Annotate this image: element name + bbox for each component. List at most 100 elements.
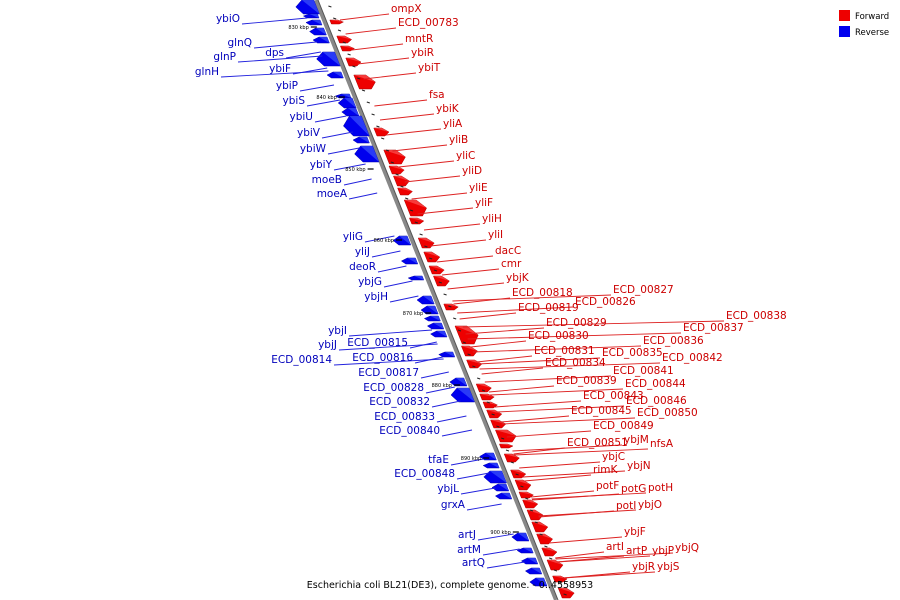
reverse-gene-label[interactable]: ECD_00815	[347, 337, 408, 349]
forward-gene-label[interactable]: ECD_00835	[602, 347, 663, 359]
feature-highlight	[535, 578, 547, 586]
reverse-gene-label[interactable]: ybiO	[216, 13, 240, 25]
reverse-gene-label[interactable]: yliJ	[355, 246, 370, 258]
forward-gene-label[interactable]: ECD_00839	[556, 375, 617, 387]
forward-gene-label[interactable]: ECD_00827	[613, 284, 674, 296]
forward-gene-label[interactable]: yliI	[488, 229, 503, 241]
forward-gene-label[interactable]: ybjP	[652, 545, 674, 557]
forward-gene-label[interactable]: ybjC	[602, 451, 625, 463]
reverse-gene-label[interactable]: glnH	[195, 66, 219, 78]
forward-gene-label[interactable]: artI	[606, 541, 624, 553]
forward-gene-label[interactable]: ECD_00846	[626, 395, 687, 407]
feature-highlight	[399, 236, 411, 245]
reverse-gene-label[interactable]: ECD_00814	[271, 354, 332, 366]
forward-gene-label[interactable]: yliC	[456, 150, 475, 162]
reverse-gene-label[interactable]: tfaE	[428, 454, 449, 466]
forward-gene-label[interactable]: ECD_00842	[662, 352, 723, 364]
forward-gene-label[interactable]: ECD_00831	[534, 345, 595, 357]
reverse-gene-label[interactable]: ECD_00817	[358, 367, 419, 379]
reverse-gene-label[interactable]: ECD_00840	[379, 425, 440, 437]
forward-gene-label[interactable]: ybiT	[418, 62, 441, 74]
leader-line	[436, 255, 494, 263]
forward-gene-label[interactable]: potG	[621, 483, 646, 495]
reverse-gene-label[interactable]: moeA	[317, 188, 348, 200]
reverse-gene-label[interactable]: glnQ	[227, 37, 252, 49]
forward-gene-label[interactable]: yliA	[443, 118, 463, 130]
forward-gene-label[interactable]: yliB	[449, 134, 468, 146]
kbp-tick-label: 890 kbp	[461, 456, 481, 462]
reverse-gene-label[interactable]: ybiU	[290, 111, 313, 123]
forward-gene-label[interactable]: ybjQ	[675, 542, 699, 554]
forward-gene-label[interactable]: yliH	[482, 213, 502, 225]
reverse-gene-label[interactable]: ybiF	[269, 63, 291, 75]
forward-gene-label[interactable]: yliF	[475, 197, 493, 209]
forward-gene-label[interactable]: ECD_00829	[546, 317, 607, 329]
forward-gene-label[interactable]: yliD	[462, 165, 482, 177]
forward-gene-label[interactable]: ECD_00844	[625, 378, 686, 390]
reverse-gene-label[interactable]: ECD_00833	[374, 411, 435, 423]
forward-gene-label[interactable]: ECD_00826	[575, 296, 636, 308]
forward-gene-label[interactable]: ybjF	[624, 526, 646, 538]
leader-line	[466, 503, 502, 511]
forward-gene-label[interactable]: ybjS	[657, 561, 680, 573]
forward-gene-label[interactable]: artP	[626, 545, 647, 557]
reverse-gene-label[interactable]: ybjL	[437, 483, 459, 495]
forward-gene-label[interactable]: potH	[648, 482, 673, 494]
reverse-gene-label[interactable]: ECD_00816	[352, 352, 413, 364]
forward-gene-label[interactable]: ECD_00838	[726, 310, 787, 322]
reverse-gene-label[interactable]: deoR	[349, 261, 376, 273]
forward-gene-label[interactable]: fsa	[429, 89, 445, 101]
forward-gene-label[interactable]: ECD_00834	[545, 357, 606, 369]
reverse-gene-label[interactable]: glnP	[213, 51, 236, 63]
reverse-gene-label[interactable]: ybjH	[364, 291, 388, 303]
forward-gene-label[interactable]: ECD_00849	[593, 420, 654, 432]
forward-gene-label[interactable]: ECD_00843	[583, 390, 644, 402]
forward-gene-label[interactable]: ECD_00850	[637, 407, 698, 419]
reverse-gene-label[interactable]: ybjG	[358, 276, 382, 288]
reverse-gene-label[interactable]: yliG	[343, 231, 363, 243]
forward-gene-label[interactable]: potI	[616, 500, 636, 512]
forward-gene-label[interactable]: ECD_00830	[528, 330, 589, 342]
forward-gene-label[interactable]: ybjK	[506, 272, 530, 284]
reverse-gene-label[interactable]: dps	[265, 47, 284, 59]
forward-gene-label[interactable]: ECD_00841	[613, 365, 674, 377]
reverse-gene-label[interactable]: ECD_00848	[394, 468, 455, 480]
feature-highlight	[522, 500, 538, 504]
reverse-gene-label[interactable]: ECD_00832	[369, 396, 430, 408]
forward-gene-label[interactable]: ompX	[391, 3, 422, 15]
forward-gene-label[interactable]: ybiR	[411, 47, 434, 59]
reverse-gene-label[interactable]: artQ	[462, 557, 485, 569]
forward-gene-label[interactable]: cmr	[501, 258, 522, 270]
forward-gene-label[interactable]: rimK	[593, 464, 618, 476]
reverse-gene-label[interactable]: moeB	[312, 174, 342, 186]
forward-gene-label[interactable]: yliE	[469, 182, 488, 194]
reverse-gene-label[interactable]: ybiS	[283, 95, 306, 107]
reverse-gene-label[interactable]: grxA	[441, 499, 466, 511]
forward-gene-label[interactable]: ECD_00783	[398, 17, 459, 29]
reverse-gene-label[interactable]: ybiP	[276, 80, 298, 92]
reverse-gene-label[interactable]: artM	[457, 544, 481, 556]
reverse-gene-label[interactable]: ybiV	[297, 127, 321, 139]
forward-gene-label[interactable]: ybjN	[627, 460, 651, 472]
reverse-gene-label[interactable]: ybjI	[328, 325, 347, 337]
forward-gene-label[interactable]: ECD_00836	[643, 335, 704, 347]
forward-gene-label[interactable]: ECD_00819	[518, 302, 579, 314]
forward-gene-label[interactable]: nfsA	[650, 438, 674, 450]
forward-gene-label[interactable]: ECD_00851	[567, 437, 628, 449]
forward-gene-label[interactable]: dacC	[495, 245, 521, 257]
reverse-gene-label[interactable]: ybjJ	[318, 339, 337, 351]
forward-gene-label[interactable]: ybjR	[632, 561, 655, 573]
forward-gene-label[interactable]: ECD_00845	[571, 405, 632, 417]
reverse-gene-label[interactable]: ybiY	[310, 159, 333, 171]
forward-gene-label[interactable]: ybiK	[436, 103, 460, 115]
forward-gene-label[interactable]: ybjM	[624, 434, 649, 446]
reverse-gene-label[interactable]: ECD_00828	[363, 382, 424, 394]
forward-gene-label[interactable]: mntR	[405, 33, 433, 45]
reverse-gene-label[interactable]: ybiW	[300, 143, 327, 155]
forward-gene-label[interactable]: potF	[596, 480, 619, 492]
feature-highlight	[347, 108, 359, 116]
reverse-gene-label[interactable]: artJ	[458, 529, 476, 541]
forward-gene-label[interactable]: ybjO	[638, 499, 662, 511]
forward-gene-label[interactable]: ECD_00818	[512, 287, 573, 299]
forward-gene-label[interactable]: ECD_00837	[683, 322, 744, 334]
